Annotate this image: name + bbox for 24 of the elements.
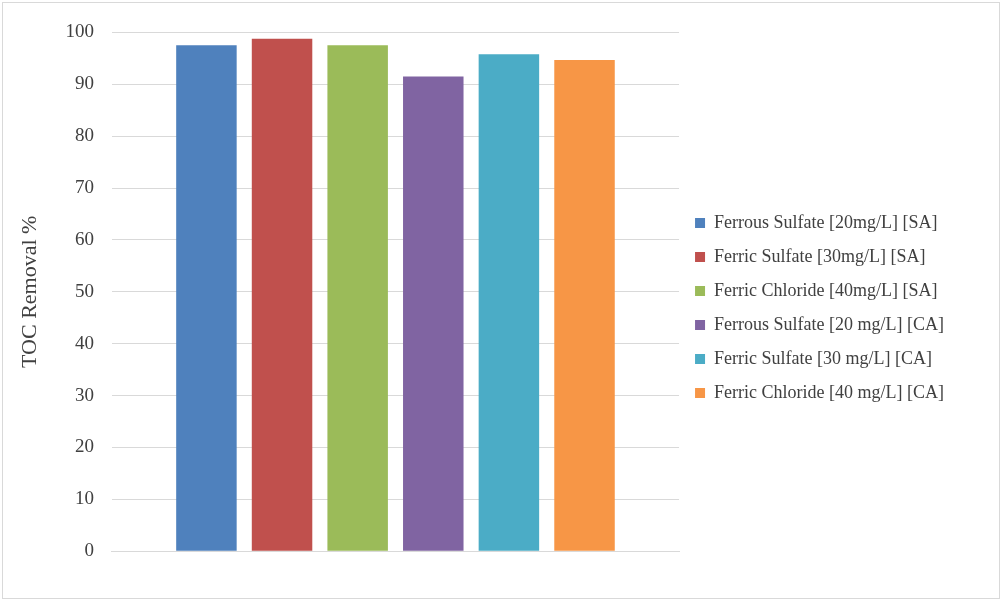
- legend-label: Ferric Chloride [40 mg/L] [CA]: [714, 381, 944, 402]
- y-tick-label: 20: [74, 435, 94, 457]
- y-tick-label: 10: [74, 487, 94, 509]
- bar: [478, 54, 540, 551]
- bar: [251, 38, 313, 551]
- y-tick-label: 100: [65, 20, 94, 42]
- y-tick-label: 60: [74, 227, 94, 249]
- legend-label: Ferric Sulfate [30mg/L] [SA]: [714, 245, 926, 266]
- y-tick-label: 90: [74, 72, 94, 94]
- legend-label: Ferrous Sulfate [20mg/L] [SA]: [714, 211, 938, 232]
- legend-label: Ferric Sulfate [30 mg/L] [CA]: [714, 347, 932, 368]
- legend-label: Ferric Chloride [40mg/L] [SA]: [714, 279, 938, 300]
- legend-label: Ferrous Sulfate [20 mg/L] [CA]: [714, 313, 945, 334]
- bar: [403, 76, 464, 551]
- y-tick-label: 50: [74, 279, 94, 301]
- y-axis-title: TOC Removal %: [15, 215, 41, 368]
- bar: [327, 45, 388, 551]
- bar: [554, 59, 615, 551]
- y-tick-label: 30: [74, 383, 94, 405]
- y-tick-label: 70: [74, 176, 94, 198]
- y-tick-label: 80: [74, 124, 94, 146]
- y-tick-label: 0: [84, 539, 94, 561]
- y-tick-label: 40: [74, 331, 94, 353]
- bar: [176, 45, 237, 551]
